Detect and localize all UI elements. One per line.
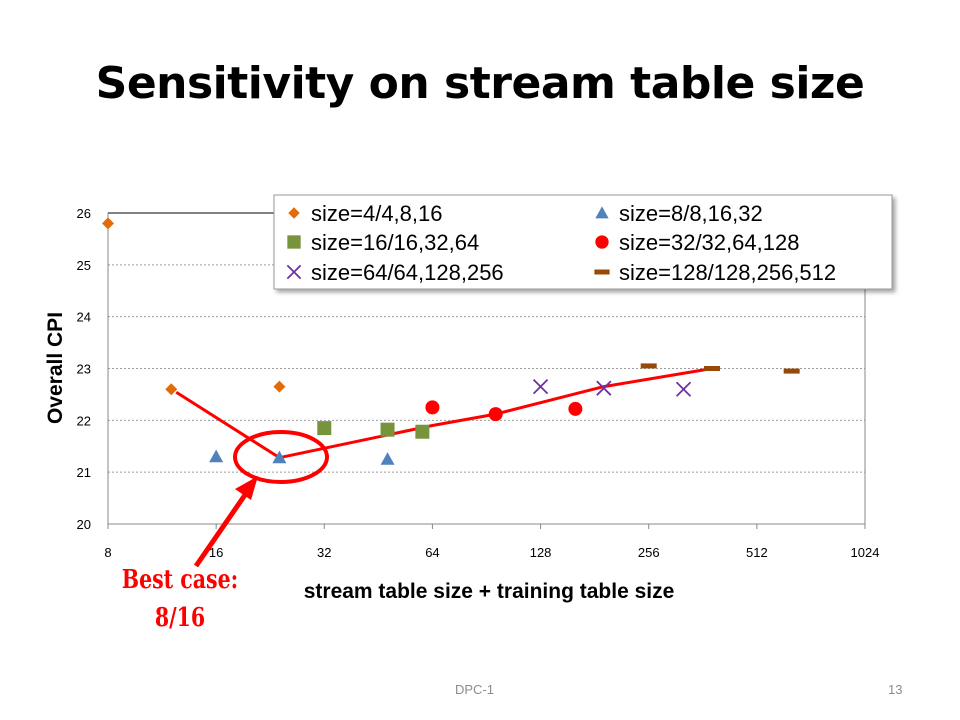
point-triangle [595, 206, 609, 219]
chart-legend: size=4/4,8,16 size=8/8,16,32 size=16/16,32… [273, 194, 893, 290]
point-diamond [273, 380, 286, 393]
legend-label: size=32/32,64,128 [619, 230, 799, 255]
legend-label: size=8/8,16,32 [619, 201, 763, 226]
point-square [380, 422, 395, 437]
point-circle [568, 401, 583, 416]
point-diamond [288, 207, 300, 219]
point-dash [640, 363, 657, 369]
best-case-arrow-head [235, 476, 258, 500]
point-x-stroke [532, 379, 549, 395]
y-tick-label: 22 [77, 413, 91, 428]
point-x [286, 264, 302, 280]
point-circle [488, 407, 503, 422]
footer-label: DPC-1 [455, 682, 495, 697]
legend-entry: size=128/128,256,512 [594, 260, 836, 285]
point-dash [703, 366, 720, 371]
point-diamond [102, 217, 114, 230]
x-axis-label: stream table size + training table size [304, 580, 675, 603]
x-tick-label: 32 [317, 545, 331, 560]
x-tick-label: 16 [209, 545, 223, 560]
y-tick-label: 23 [77, 362, 91, 377]
point-x [596, 380, 612, 396]
best-case-trend-line [175, 367, 713, 460]
x-tick-label: 512 [746, 545, 768, 560]
point-diamond [165, 383, 178, 396]
best-case-label-line2: 8/16 [155, 601, 205, 632]
x-tick-label: 256 [638, 545, 660, 560]
best-case-arrow-shaft [193, 490, 250, 568]
legend-entry: size=4/4,8,16 [288, 201, 442, 226]
point-x-stroke [675, 381, 692, 397]
point-dash [594, 269, 610, 275]
y-tick-label: 20 [77, 517, 91, 532]
point-square [317, 421, 332, 436]
x-tick-label: 64 [425, 545, 439, 560]
y-tick-label: 26 [77, 206, 91, 221]
y-tick-label: 21 [77, 465, 91, 480]
y-tick-labels: 20 21 22 23 24 25 26 [77, 206, 91, 532]
legend-label: size=64/64,128,256 [311, 260, 504, 285]
point-triangle [380, 452, 395, 465]
point-x-stroke [596, 380, 612, 396]
best-case-label-line1: Best case: [122, 563, 238, 594]
legend-label: size=4/4,8,16 [311, 201, 442, 226]
page-number: 13 [888, 682, 903, 697]
point-dash [783, 368, 800, 374]
point-x-stroke [286, 264, 302, 280]
legend-label: size=128/128,256,512 [619, 260, 836, 285]
point-triangle [272, 450, 287, 464]
y-tick-label: 25 [77, 258, 91, 273]
best-case-annotation: Best case: 8/16 [122, 430, 329, 633]
point-square [287, 235, 301, 249]
legend-entry: size=8/8,16,32 [595, 201, 763, 226]
best-case-ellipse [233, 430, 329, 484]
legend-box [273, 194, 893, 290]
slide-title: Sensitivity on stream table size [95, 58, 865, 109]
y-tick-label: 24 [77, 310, 91, 325]
point-triangle [209, 449, 224, 463]
point-x [675, 381, 692, 397]
point-square [415, 424, 430, 439]
point-circle [425, 400, 440, 415]
y-axis-label: Overall CPI [44, 312, 67, 424]
legend-entry: size=64/64,128,256 [286, 260, 504, 285]
x-tick-labels: 8 16 32 64 128 256 512 1024 [104, 545, 879, 560]
pointer-line [175, 390, 281, 459]
cpi-scatter-chart: 20 21 22 23 24 25 26 8 16 32 64 128 256 512 1024 Over… [44, 194, 893, 633]
x-tick-label: 8 [104, 545, 111, 560]
data-points [102, 217, 800, 465]
legend-label: size=16/16,32,64 [311, 230, 479, 255]
point-circle [595, 235, 609, 249]
legend-entry: size=16/16,32,64 [287, 230, 479, 255]
point-x [532, 379, 549, 395]
x-tick-label: 1024 [851, 545, 880, 560]
legend-entry: size=32/32,64,128 [595, 230, 799, 255]
x-tick-label: 128 [530, 545, 552, 560]
